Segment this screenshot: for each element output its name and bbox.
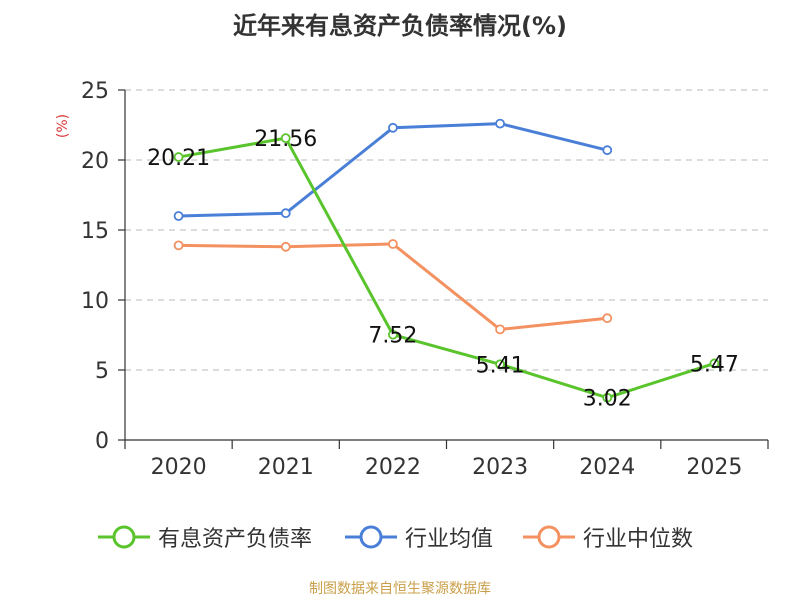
legend-line-marker-icon xyxy=(345,525,397,549)
data-point xyxy=(173,152,184,162)
y-tick-label: 5 xyxy=(95,359,109,384)
data-point xyxy=(280,208,291,219)
data-label: 5.41 xyxy=(476,353,525,378)
data-label: 21.56 xyxy=(254,127,317,152)
data-point xyxy=(173,211,184,221)
legend-line-marker-icon xyxy=(523,525,575,549)
data-point xyxy=(602,392,613,403)
source-note: 制图数据来自恒生聚源数据库 xyxy=(309,581,491,597)
data-point xyxy=(495,359,505,370)
data-label: 3.02 xyxy=(583,387,632,412)
y-tick-label: 0 xyxy=(95,429,109,454)
data-label: 7.52 xyxy=(368,324,417,349)
legend-item-industry-median[interactable]: 行业中位数 xyxy=(523,522,693,552)
y-tick-label: 15 xyxy=(81,219,109,244)
y-tick-label: 20 xyxy=(81,149,109,174)
data-point xyxy=(388,239,398,249)
y-tick-label: 25 xyxy=(81,79,109,104)
data-point xyxy=(602,313,613,324)
grid-lines xyxy=(125,89,768,371)
data-point xyxy=(495,324,505,335)
chart-title: 近年来有息资产负债率情况(%) xyxy=(233,12,567,40)
legend-label: 行业均值 xyxy=(405,527,494,552)
x-tick-label: 2020 xyxy=(151,455,207,480)
x-tick-label: 2024 xyxy=(579,455,635,480)
legend-item-interest-bearing-ratio[interactable]: 有息资产负债率 xyxy=(98,522,312,552)
series-line xyxy=(178,122,608,218)
data-point xyxy=(280,241,291,252)
data-point xyxy=(709,358,720,369)
x-tick-label: 2025 xyxy=(686,455,742,480)
legend-line-marker-icon xyxy=(98,525,150,549)
series-line xyxy=(178,242,608,331)
data-point xyxy=(388,122,398,133)
x-tick-label: 2023 xyxy=(472,455,528,480)
legend-item-industry-mean[interactable]: 行业均值 xyxy=(345,522,493,552)
y-axis-unit-label: (%) xyxy=(55,114,71,138)
legend-label: 有息资产负债率 xyxy=(158,527,313,552)
series-line xyxy=(178,136,715,400)
series-lines xyxy=(173,118,720,403)
data-point xyxy=(388,329,398,340)
data-point xyxy=(602,145,613,156)
legend-label: 行业中位数 xyxy=(583,527,694,552)
x-tick-label: 2022 xyxy=(365,455,421,480)
data-labels: 20.21 21.56 7.52 5.41 3.02 5.47 xyxy=(147,127,739,412)
data-point xyxy=(280,133,291,144)
x-tick-label: 2021 xyxy=(258,455,314,480)
data-label: 20.21 xyxy=(147,146,210,171)
data-label: 5.47 xyxy=(690,352,739,377)
data-point xyxy=(495,118,505,129)
y-tick-label: 10 xyxy=(81,289,109,314)
data-point xyxy=(173,240,184,251)
